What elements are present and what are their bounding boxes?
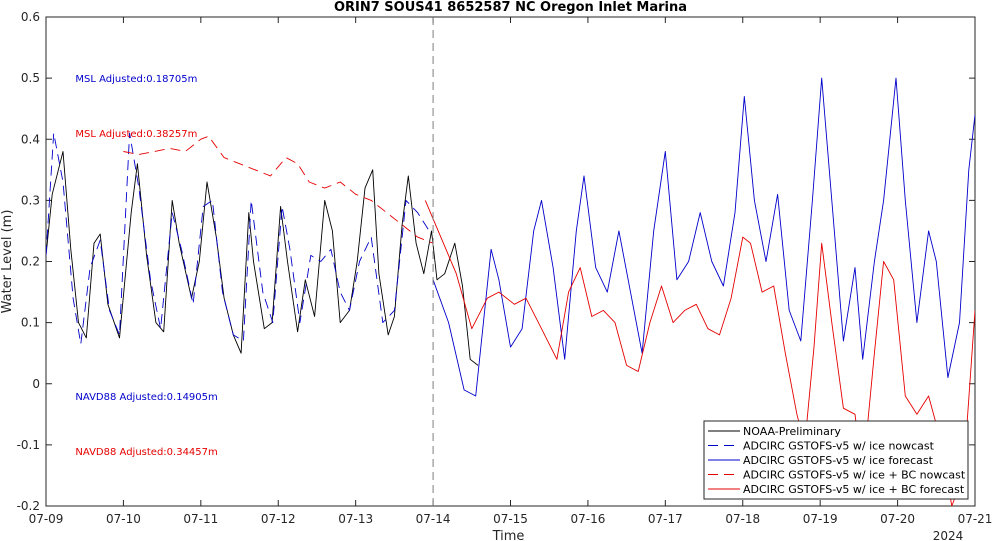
annotation-label: MSL Adjusted:0.38257m bbox=[75, 129, 197, 140]
y-axis-ticks: -0.2 -0.1 0 0.1 0.2 0.3 0.4 0.5 0.6 bbox=[17, 10, 975, 513]
series-line-1 bbox=[46, 151, 479, 366]
x-tick-label: 07-10 bbox=[106, 512, 141, 526]
y-tick-label: 0.6 bbox=[21, 10, 40, 24]
annotation-label: NAVD88 Adjusted:0.34457m bbox=[75, 447, 217, 458]
x-tick-label: 07-09 bbox=[29, 512, 64, 526]
series-line-5 bbox=[424, 200, 975, 506]
y-tick-label: 0.5 bbox=[21, 71, 40, 85]
legend: NOAA-Preliminary ADCIRC GSTOFS-v5 w/ ice … bbox=[703, 420, 969, 500]
y-tick-label: 0.2 bbox=[21, 255, 40, 269]
x-axis-label: Time bbox=[492, 529, 525, 541]
x-axis-ticks: 07-09 07-10 07-11 07-12 07-13 07-14 07-15 07-16… bbox=[29, 17, 992, 526]
series-line-3 bbox=[432, 77, 975, 397]
legend-entry: NOAA-Preliminary bbox=[743, 425, 841, 438]
x-tick-label: 07-20 bbox=[880, 512, 915, 526]
y-tick-label: 0.1 bbox=[21, 316, 40, 330]
series-line-4 bbox=[123, 135, 434, 244]
chart-title: ORIN7 SOUS41 8652587 NC Oregon Inlet Mar… bbox=[334, 0, 687, 15]
y-tick-label: 0.3 bbox=[21, 193, 40, 207]
y-axis-label: Water Level (m) bbox=[0, 210, 15, 314]
legend-entry: ADCIRC GSTOFS-v5 w/ ice + BC nowcast bbox=[743, 469, 966, 482]
legend-entry: ADCIRC GSTOFS-v5 w/ ice nowcast bbox=[743, 440, 935, 453]
x-tick-label: 07-12 bbox=[261, 512, 296, 526]
x-tick-label: 07-13 bbox=[338, 512, 373, 526]
y-tick-label: 0.4 bbox=[21, 132, 40, 146]
legend-box bbox=[703, 420, 969, 500]
x-tick-label: 07-15 bbox=[493, 512, 528, 526]
annotation-label: MSL Adjusted:0.18705m bbox=[75, 74, 197, 85]
legend-entry: ADCIRC GSTOFS-v5 w/ ice + BC forecast bbox=[743, 483, 965, 496]
x-tick-label: 07-14 bbox=[416, 512, 451, 526]
year-label: 2024 bbox=[933, 529, 964, 541]
x-tick-label: 07-17 bbox=[648, 512, 683, 526]
x-tick-label: 07-21 bbox=[958, 512, 992, 526]
x-tick-label: 07-18 bbox=[725, 512, 760, 526]
annotations: MSL Adjusted:0.18705m MSL Adjusted:0.3825… bbox=[75, 74, 217, 458]
legend-entry: ADCIRC GSTOFS-v5 w/ ice forecast bbox=[743, 454, 934, 467]
series-line-2 bbox=[46, 132, 430, 345]
x-tick-label: 07-11 bbox=[183, 512, 218, 526]
y-tick-label: 0 bbox=[32, 377, 40, 391]
series-group bbox=[46, 77, 975, 506]
annotation-label: NAVD88 Adjusted:0.14905m bbox=[75, 392, 217, 403]
y-tick-label: -0.2 bbox=[17, 499, 40, 513]
x-tick-label: 07-19 bbox=[803, 512, 838, 526]
y-tick-label: -0.1 bbox=[17, 438, 40, 452]
x-tick-label: 07-16 bbox=[570, 512, 605, 526]
